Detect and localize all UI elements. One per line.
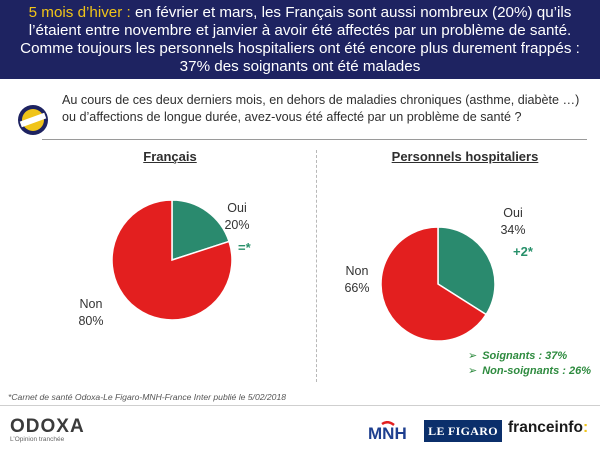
- slice-name-non: Non: [79, 297, 103, 311]
- slice-label-oui-francais: Oui 20%: [212, 200, 262, 234]
- chart-title-francais: Français: [143, 149, 197, 164]
- header-banner: 5 mois d’hiver : en février et mars, les…: [0, 0, 600, 79]
- slice-name-non: Non: [345, 264, 369, 278]
- odoxa-wordmark: ODOXA: [10, 416, 85, 437]
- franceinfo-colon: :: [582, 419, 589, 436]
- slice-label-non-personnels: Non 66%: [336, 263, 378, 297]
- franceinfo-logo: franceinfo:: [508, 419, 588, 437]
- header-highlight: 5 mois d’hiver :: [28, 4, 131, 21]
- survey-question: Au cours de ces deux derniers mois, en d…: [62, 93, 580, 124]
- pie-chart-personnels: [380, 226, 496, 342]
- pie-slice-francais-oui: [171, 199, 231, 262]
- odoxa-tagline: L’Opinion tranchée: [10, 436, 65, 443]
- chevron-right-icon: ➢: [468, 365, 478, 377]
- pie-chart-francais: [111, 199, 233, 321]
- le-figaro-logo: LE FIGARO: [424, 420, 502, 442]
- mnh-logo: MNH: [368, 421, 407, 443]
- pie-slice-personnels-non: [380, 226, 488, 342]
- mnh-wordmark: MNH: [368, 424, 407, 443]
- pie-slice-francais-non: [111, 199, 233, 321]
- header-text: en février et mars, les Français sont au…: [20, 4, 580, 75]
- slice-value-non: 66%: [344, 281, 370, 295]
- breakdown-item-non-soignants: ➢ Non-soignants : 26%: [468, 365, 592, 377]
- breakdown-list: ➢ Soignants : 37% ➢ Non-soignants : 26%: [468, 349, 591, 379]
- delta-francais: =*: [238, 240, 251, 255]
- delta-personnels: +2*: [513, 244, 533, 259]
- chart-title-personnels: Personnels hospitaliers: [391, 149, 539, 164]
- odoxa-emblem-icon: [18, 105, 48, 135]
- slice-label-non-francais: Non 80%: [66, 296, 116, 330]
- slice-name-oui: Oui: [503, 206, 523, 220]
- divider-line: [42, 139, 587, 140]
- slice-value-oui: 34%: [500, 223, 526, 237]
- odoxa-logo: ODOXA L’Opinion tranchée: [10, 416, 85, 443]
- chart-separator: [316, 150, 317, 382]
- chevron-right-icon: ➢: [468, 350, 478, 362]
- franceinfo-wordmark: franceinfo: [508, 419, 583, 436]
- breakdown-item-soignants: ➢ Soignants : 37%: [468, 350, 568, 362]
- slice-value-non: 80%: [78, 314, 104, 328]
- footer-divider: [0, 405, 600, 406]
- slice-value-oui: 20%: [224, 218, 250, 232]
- slice-name-oui: Oui: [227, 201, 247, 215]
- slice-label-oui-personnels: Oui 34%: [488, 205, 538, 239]
- footnote: *Carnet de santé Odoxa-Le Figaro-MNH-Fra…: [8, 392, 287, 402]
